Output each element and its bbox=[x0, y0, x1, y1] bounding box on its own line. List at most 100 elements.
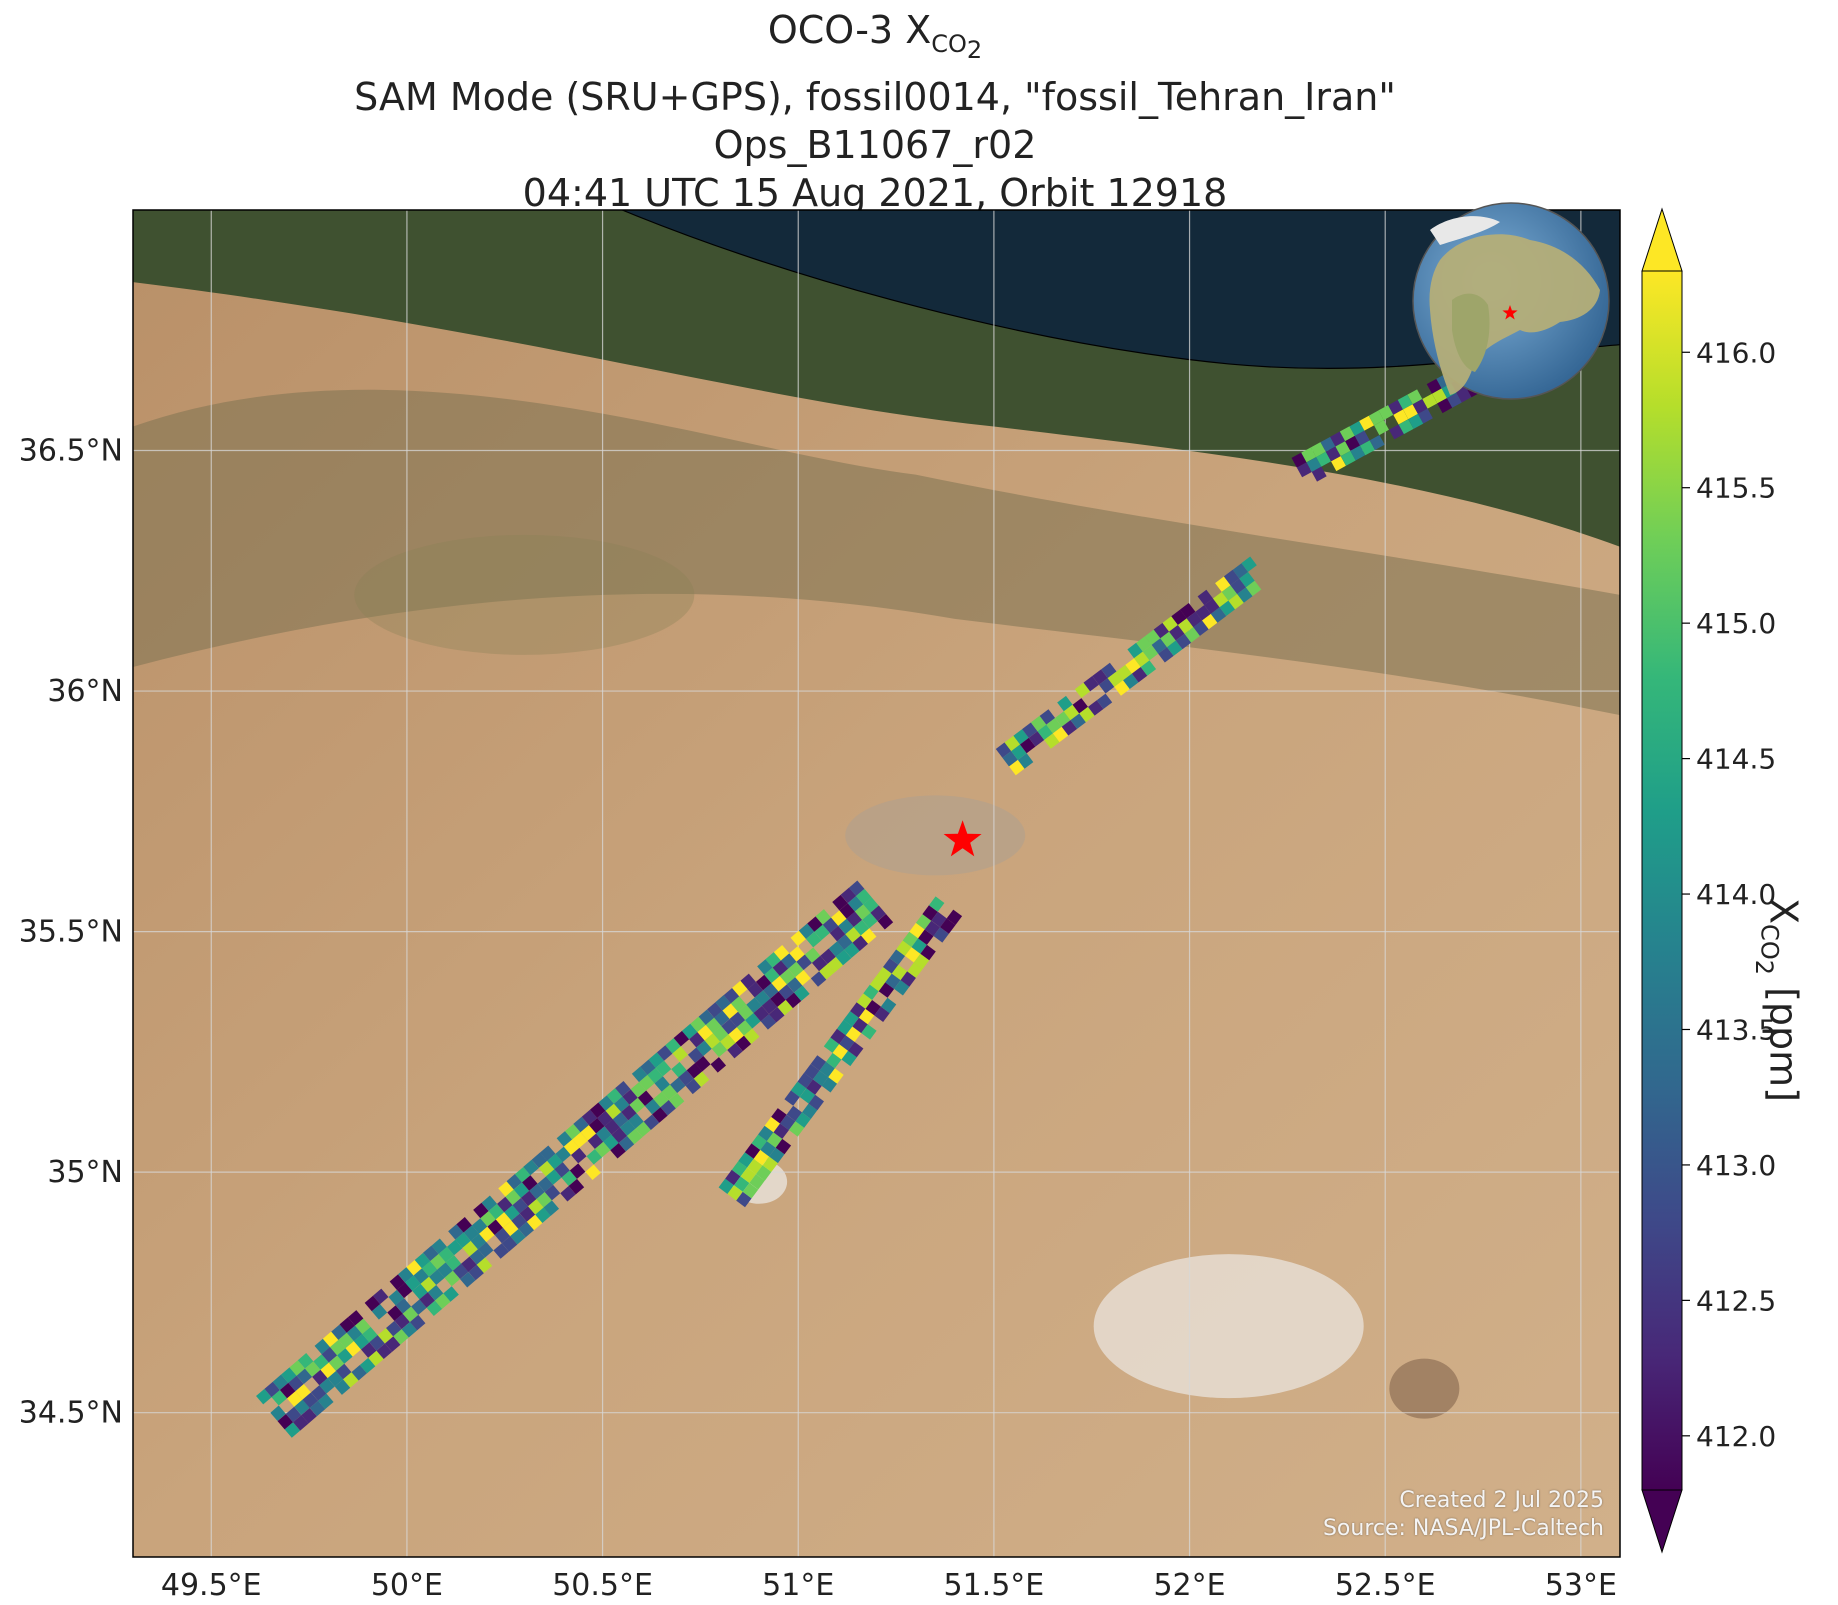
sounding-pixel bbox=[438, 1246, 455, 1263]
title-line-3: Ops_B11067_r02 bbox=[713, 123, 1037, 168]
sounding-pixel bbox=[1320, 436, 1336, 452]
sounding-pixel bbox=[697, 1024, 713, 1041]
sounding-pixel bbox=[1162, 616, 1178, 632]
sounding-pixel bbox=[302, 1392, 319, 1408]
sounding-pixel bbox=[293, 1415, 309, 1431]
sounding-pixel bbox=[351, 1364, 367, 1381]
sounding-pixel bbox=[511, 1213, 527, 1229]
sounding-pixel bbox=[285, 1406, 302, 1423]
sounding-pixel bbox=[372, 1288, 389, 1305]
sounding-pixel bbox=[747, 1158, 763, 1175]
sounding-pixel bbox=[1215, 576, 1231, 592]
sounding-pixel bbox=[1022, 722, 1038, 738]
sounding-pixel bbox=[725, 1169, 741, 1186]
sounding-pixel bbox=[828, 1068, 844, 1084]
sounding-pixel bbox=[1011, 744, 1027, 760]
sounding-pixel bbox=[647, 1067, 663, 1084]
sounding-pixel bbox=[473, 1202, 489, 1219]
sounding-pixel bbox=[1175, 633, 1192, 650]
sounding-pixel bbox=[1160, 631, 1176, 648]
sounding-pixel bbox=[538, 1160, 555, 1177]
sounding-pixel bbox=[494, 1227, 511, 1244]
sounding-pixel bbox=[512, 1197, 529, 1214]
sounding-pixel bbox=[1070, 713, 1086, 729]
sounding-pixel bbox=[907, 962, 923, 978]
latitude-tick-labels: 34.5°N 35°N 35.5°N 36°N 36.5°N bbox=[19, 434, 123, 1431]
xco2-swath bbox=[256, 362, 1491, 1438]
sounding-pixel bbox=[814, 924, 830, 941]
lon-tick-label: 50.5°E bbox=[552, 1568, 653, 1603]
sounding-pixel bbox=[810, 971, 827, 987]
sounding-pixel bbox=[1426, 378, 1442, 394]
sounding-pixel bbox=[681, 1023, 698, 1040]
sounding-pixel bbox=[885, 973, 901, 989]
sounding-pixel bbox=[471, 1218, 488, 1234]
sounding-pixel bbox=[909, 922, 925, 939]
sounding-pixel bbox=[1345, 435, 1361, 451]
sounding-pixel bbox=[894, 980, 910, 996]
colorbar-tick-label: 413.5 bbox=[1696, 1013, 1776, 1046]
colorbar-tick-label: 415.5 bbox=[1696, 472, 1776, 505]
sounding-pixel bbox=[880, 997, 897, 1014]
sounding-pixel bbox=[736, 1191, 752, 1208]
sounding-pixel bbox=[1028, 731, 1045, 747]
sounding-pixel bbox=[771, 1108, 787, 1124]
sounding-pixel bbox=[779, 968, 796, 985]
sounding-pixel bbox=[913, 953, 930, 970]
sounding-pixel bbox=[401, 1322, 418, 1338]
sounding-pixel bbox=[468, 1264, 484, 1281]
sounding-pixel bbox=[838, 918, 854, 935]
sounding-pixel bbox=[446, 1239, 463, 1256]
sounding-pixel bbox=[1087, 700, 1104, 716]
sounding-pixel bbox=[773, 944, 790, 961]
sounding-pixel bbox=[896, 940, 912, 956]
sounding-pixel bbox=[1403, 404, 1418, 420]
sounding-pixel bbox=[1186, 611, 1203, 628]
sounding-pixel bbox=[765, 952, 781, 968]
sounding-pixel bbox=[1437, 398, 1453, 414]
globe-land-africa bbox=[1452, 293, 1490, 372]
sounding-pixel bbox=[389, 1274, 406, 1290]
sounding-pixel bbox=[426, 1300, 443, 1317]
sounding-pixel bbox=[742, 1183, 759, 1199]
sounding-pixel bbox=[823, 1037, 840, 1053]
sounding-pixel bbox=[1311, 466, 1327, 482]
sounding-pixel bbox=[745, 1012, 761, 1029]
sounding-pixel bbox=[878, 982, 895, 998]
sounding-pixel bbox=[705, 1017, 722, 1034]
sounding-pixel bbox=[788, 1121, 805, 1137]
sounding-pixel bbox=[1325, 446, 1341, 462]
target-star-icon bbox=[943, 820, 982, 857]
sounding-pixel bbox=[718, 1178, 734, 1194]
sounding-pixel bbox=[665, 1038, 681, 1054]
sounding-pixel bbox=[304, 1361, 321, 1377]
sounding-pixel bbox=[1378, 405, 1394, 421]
sounding-pixel bbox=[837, 1019, 853, 1036]
sounding-pixel bbox=[555, 1146, 571, 1163]
sounding-pixel bbox=[710, 1057, 727, 1073]
western-highlands bbox=[354, 534, 695, 655]
sounding-pixel bbox=[905, 947, 921, 963]
sounding-pixel bbox=[288, 1375, 304, 1392]
sounding-pixel bbox=[460, 1271, 476, 1288]
sounding-pixel bbox=[395, 1298, 412, 1314]
sounding-pixel bbox=[795, 1112, 811, 1128]
sounding-pixel bbox=[402, 1306, 419, 1323]
sounding-pixel bbox=[1184, 627, 1200, 643]
sounding-pixel bbox=[1153, 622, 1170, 639]
sounding-pixel bbox=[685, 1078, 702, 1095]
globe-target-marker-icon bbox=[1502, 305, 1518, 320]
sounding-pixel bbox=[477, 1242, 494, 1258]
sounding-pixel bbox=[1052, 726, 1069, 743]
sounding-pixel bbox=[271, 1390, 288, 1406]
sounding-pixel bbox=[1044, 733, 1060, 749]
sounding-pixel bbox=[811, 955, 828, 972]
sounding-pixel bbox=[819, 1061, 835, 1078]
sounding-pixel bbox=[594, 1141, 611, 1158]
sounding-pixel bbox=[388, 1289, 404, 1306]
sounding-pixel bbox=[795, 970, 811, 986]
sounding-pixel bbox=[856, 888, 872, 905]
sounding-pixel bbox=[419, 1292, 435, 1308]
sounding-pixel bbox=[1009, 759, 1025, 776]
sounding-pixel bbox=[1316, 451, 1332, 467]
